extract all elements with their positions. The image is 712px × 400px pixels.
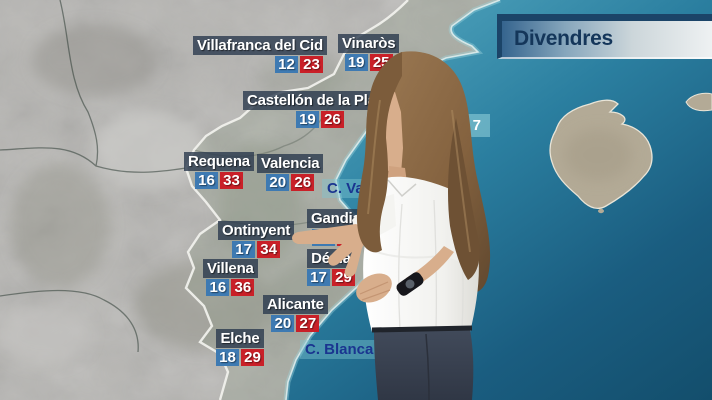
- max-temp: 27: [296, 315, 320, 332]
- hair-highlights: [367, 99, 471, 253]
- min-temp: 20: [266, 174, 290, 191]
- temps: 20 26: [266, 174, 315, 191]
- temps: 16 36: [206, 279, 255, 296]
- max-temp: 33: [219, 172, 243, 189]
- city-weather-castellon: Castellón de la Plana 19 26: [243, 91, 397, 128]
- min-temp: 16: [206, 279, 230, 296]
- menorca-island: [685, 92, 712, 112]
- temps: 19 26: [295, 111, 344, 128]
- valencia-region-border: [184, 0, 409, 400]
- city-weather-villena: Villena 16 36: [203, 259, 258, 296]
- coast-label-blanca: C. Blanca: [300, 340, 379, 359]
- city-name: Gandia: [307, 209, 365, 228]
- max-temp: 23: [299, 56, 323, 73]
- temps: 16 33: [194, 172, 243, 189]
- presenter-watch: [396, 272, 424, 296]
- city-weather-valencia: Valencia 20 26: [257, 154, 324, 191]
- max-temp: 34: [257, 241, 281, 258]
- presenter-hair-front-left: [356, 52, 402, 253]
- city-name: Villena: [203, 259, 258, 278]
- cabrera-island: [593, 204, 604, 214]
- mallorca-island: [549, 99, 653, 210]
- city-name: Alicante: [263, 295, 328, 314]
- min-temp: 19: [295, 111, 319, 128]
- day-banner-label: Divendres: [514, 27, 613, 50]
- max-temp: 26: [320, 111, 344, 128]
- min-temp: 12: [274, 56, 298, 73]
- max-temp: 36: [231, 279, 255, 296]
- city-name: Ontinyent: [218, 221, 295, 240]
- min-temp: 17: [307, 269, 330, 286]
- min-temp: 17: [232, 241, 256, 258]
- min-temp: 19: [344, 54, 368, 71]
- presenter-jeans: [371, 325, 474, 400]
- min-temp: 20: [271, 315, 295, 332]
- temps: 20 27: [271, 315, 320, 332]
- city-name: Castellón de la Plana: [243, 91, 397, 110]
- city-name: Villafranca del Cid: [193, 36, 327, 55]
- city-name: Elche: [216, 329, 264, 348]
- max-temp: 29: [241, 349, 264, 366]
- city-name: Requena: [184, 152, 254, 171]
- presenter-pointing-hand: [292, 224, 366, 277]
- min-temp: 18: [216, 349, 239, 366]
- finger-lines: [359, 281, 391, 301]
- temps: 12 23: [274, 56, 323, 73]
- city-weather-villafranca: Villafranca del Cid 12 23: [193, 36, 327, 73]
- day-banner: Divendres: [497, 14, 712, 59]
- city-weather-elche: Elche 18 29: [216, 329, 264, 366]
- city-name: Vinaròs: [338, 34, 400, 53]
- temps: 17 34: [232, 241, 281, 258]
- city-weather-ontinyent: Ontinyent 17 34: [218, 221, 295, 258]
- max-temp: 26: [291, 174, 315, 191]
- city-name: Valencia: [257, 154, 324, 173]
- min-temp: 16: [194, 172, 218, 189]
- city-weather-alicante: Alicante 20 27: [263, 295, 328, 332]
- city-weather-requena: Requena 16 33: [184, 152, 254, 189]
- temps: 18 29: [216, 349, 264, 366]
